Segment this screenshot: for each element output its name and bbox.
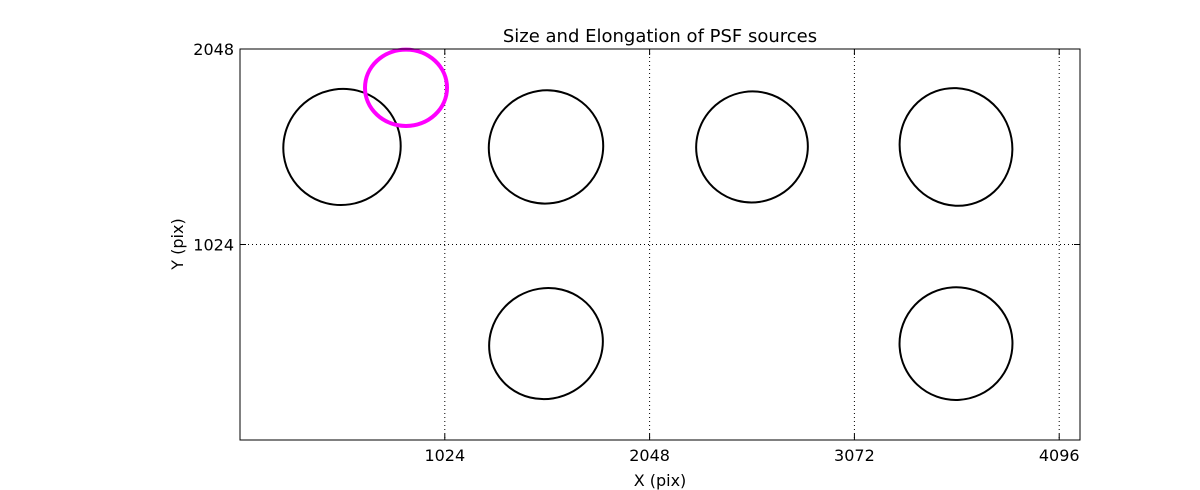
y-tick-label: 1024: [193, 236, 234, 255]
data-ellipses: [282, 47, 1014, 401]
y-axis-label: Y (pix): [168, 218, 187, 270]
x-axis-label: X (pix): [634, 471, 687, 490]
psf-ellipse: [695, 90, 809, 204]
x-tick-label: 4096: [1039, 446, 1080, 465]
chart-title: Size and Elongation of PSF sources: [503, 26, 817, 47]
psf-ellipse: [487, 89, 605, 205]
y-tick-label: 2048: [193, 40, 234, 59]
psf-ellipse: [898, 87, 1014, 207]
grid-lines: [240, 48, 1080, 440]
psf-ellipse: [488, 287, 604, 401]
highlight-ellipse: [363, 47, 449, 128]
psf-ellipse: [898, 286, 1014, 401]
x-tick-label: 1024: [424, 446, 465, 465]
axis-ticks: 1024 2048 3072 4096 1024 2048: [193, 40, 1080, 465]
x-tick-label: 3072: [834, 446, 875, 465]
x-tick-label: 2048: [629, 446, 670, 465]
psf-ellipse: [282, 87, 402, 207]
